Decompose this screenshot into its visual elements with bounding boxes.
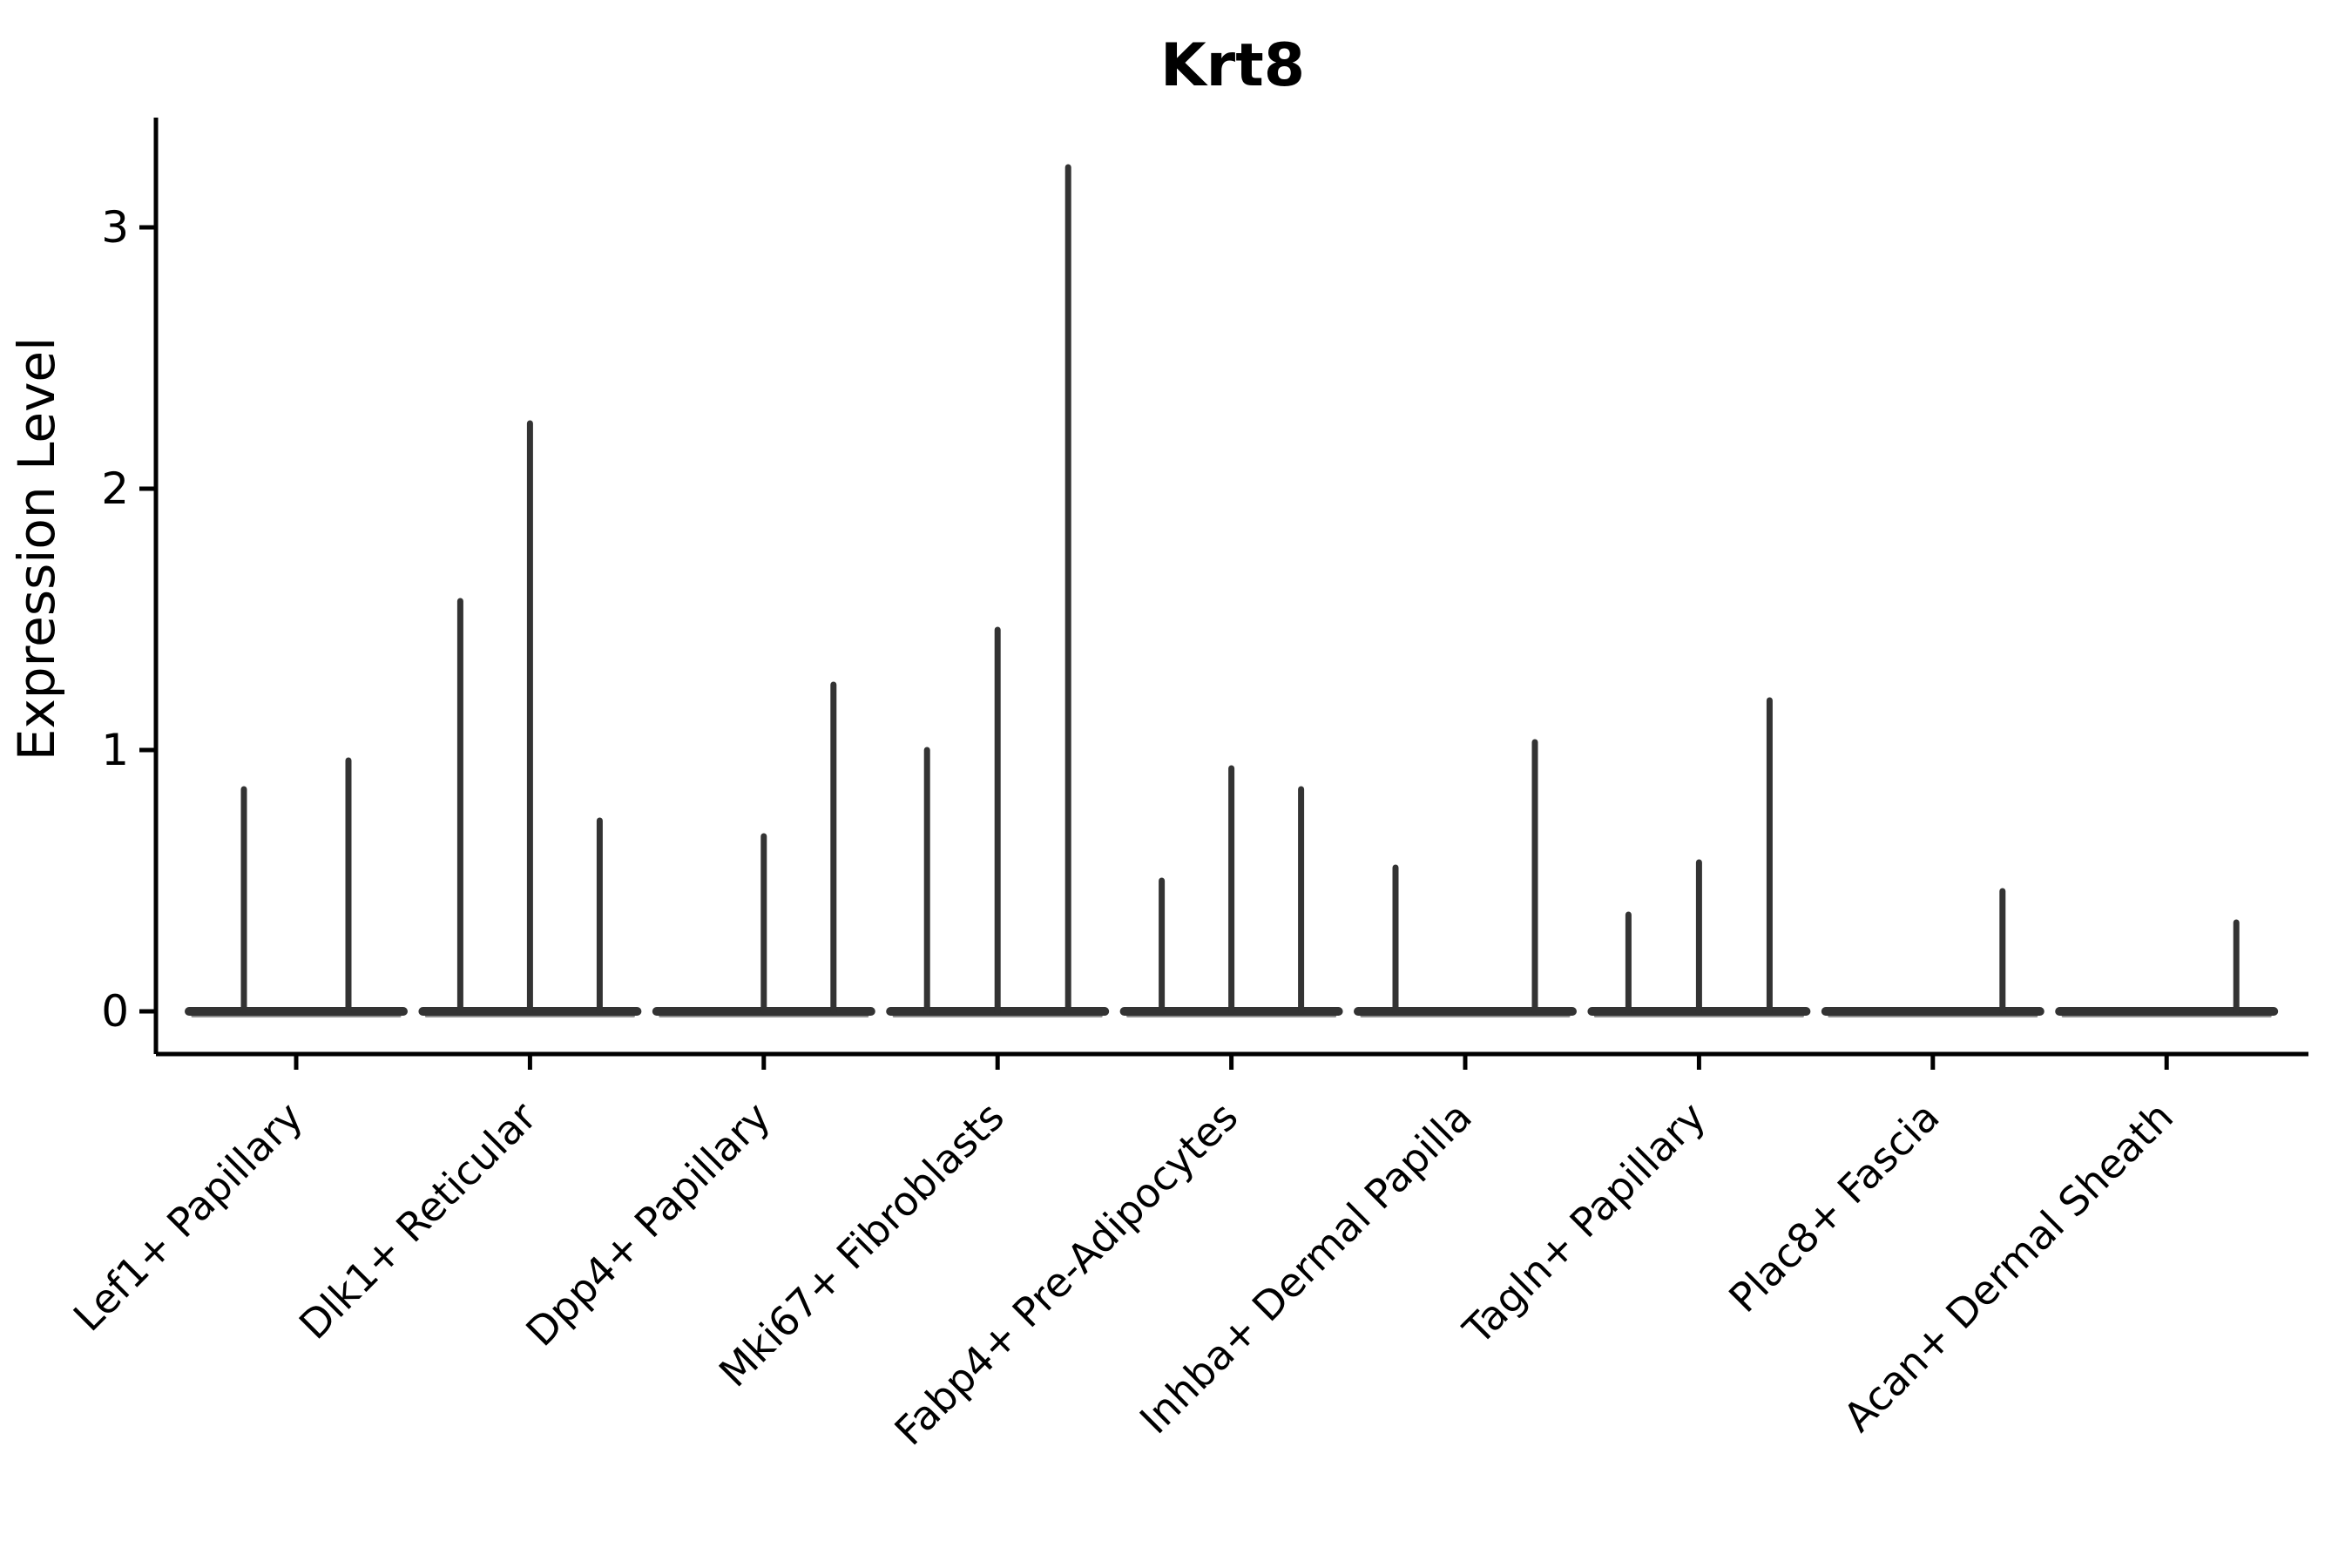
x-category-label: Dlk1+ Reticular (290, 1093, 545, 1348)
y-tick-label: 1 (101, 725, 129, 775)
y-tick-label: 3 (101, 202, 129, 253)
y-axis-label: Expression Level (7, 337, 66, 760)
x-category-label: Dpp4+ Papillary (517, 1093, 779, 1355)
y-tick-label: 0 (101, 986, 129, 1037)
x-category-label: Tagln+ Papillary (1454, 1093, 1715, 1355)
y-tick-label: 2 (101, 463, 129, 514)
chart-title: Krt8 (1160, 31, 1305, 100)
x-category-label: Lef1+ Papillary (64, 1093, 312, 1341)
x-category-label: Plac8+ Fascia (1720, 1093, 1948, 1321)
